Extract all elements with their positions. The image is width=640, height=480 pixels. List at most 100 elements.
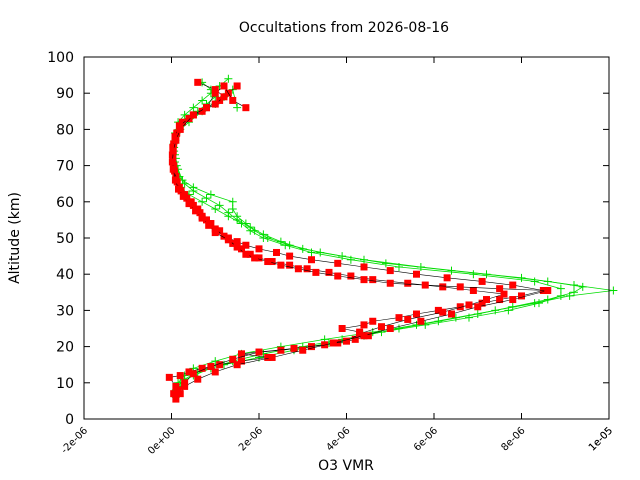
data-point-square [233, 361, 241, 369]
data-point-square [185, 115, 193, 123]
data-point-square [185, 200, 193, 208]
data-point-square [198, 107, 206, 115]
data-point-square [434, 306, 442, 314]
data-point-square [233, 243, 241, 251]
data-point-square [268, 353, 276, 361]
data-point-plus [504, 306, 513, 315]
data-point-square [496, 285, 504, 293]
data-point-square [185, 368, 193, 376]
x-tick-label: 0e+00 [146, 425, 178, 457]
data-point-plus [189, 103, 198, 112]
data-point-square [211, 86, 219, 94]
data-point-square [198, 214, 206, 222]
data-point-square [439, 283, 447, 291]
data-point-square [224, 236, 232, 244]
data-point-square [175, 122, 183, 130]
data-point-plus [189, 183, 198, 192]
data-point-square [364, 332, 372, 340]
data-point-square [194, 375, 202, 383]
data-point-square [207, 363, 215, 371]
data-point-square [325, 268, 333, 276]
x-tick-label: 1e-05 [587, 425, 615, 453]
data-point-square [329, 339, 337, 347]
data-point-square [171, 176, 179, 184]
data-point-square [168, 151, 176, 159]
data-point-square [360, 276, 368, 284]
data-point-square [211, 229, 219, 237]
y-axis-label: Altitude (km) [7, 192, 23, 284]
data-point-square [169, 147, 177, 155]
data-point-square [356, 330, 364, 338]
data-point-plus [259, 234, 268, 242]
data-point-plus [198, 197, 207, 206]
data-point-square [181, 382, 189, 390]
data-point-square [334, 259, 342, 267]
data-point-square [299, 346, 307, 354]
data-point-plus [609, 286, 618, 295]
data-point-plus [211, 357, 220, 366]
data-point-plus [211, 205, 220, 214]
data-point-square [268, 258, 276, 266]
data-point-square [518, 292, 525, 300]
data-point-square [176, 372, 184, 380]
data-point-square [205, 221, 213, 229]
data-point-square [369, 276, 377, 284]
data-point-square [478, 277, 486, 285]
data-point-square [192, 207, 200, 215]
x-tick-label: 8e-06 [499, 425, 527, 453]
data-point-square [211, 89, 219, 97]
data-point-plus [465, 313, 473, 322]
data-point-square [500, 290, 508, 298]
green-series [169, 74, 618, 402]
red-series [165, 82, 547, 403]
data-point-square [170, 390, 178, 398]
data-point-plus [469, 270, 478, 279]
data-point-square [255, 254, 263, 262]
data-point-plus [316, 248, 325, 257]
data-point-plus [578, 282, 587, 291]
data-point-square [360, 263, 368, 271]
data-point-square [168, 158, 176, 166]
data-point-plus [307, 248, 316, 257]
series-line [173, 78, 614, 398]
data-point-square [229, 355, 237, 363]
data-point-square [286, 261, 294, 269]
data-point-square [448, 310, 455, 318]
data-point-plus [246, 226, 255, 235]
data-point-square [246, 250, 254, 258]
data-point-plus [180, 110, 189, 119]
data-point-plus [434, 317, 443, 326]
plot-frame [83, 56, 610, 420]
data-point-square [417, 317, 425, 325]
data-point-plus [237, 219, 246, 228]
data-point-plus [421, 320, 430, 329]
data-point-square [395, 314, 403, 322]
data-point-square [465, 301, 473, 309]
data-point-square [273, 248, 280, 256]
data-point-square [478, 299, 486, 307]
data-point-square [189, 201, 197, 209]
data-point-square [175, 185, 182, 193]
x-tick-label: -2e-06 [59, 425, 90, 456]
data-point-square [351, 335, 359, 343]
data-point-square [509, 281, 517, 289]
data-point-square [165, 373, 173, 381]
y-axis: 0 10 20 30 40 50 60 70 80 90 100 [47, 50, 609, 428]
data-point-square [544, 286, 552, 294]
data-point-square [378, 323, 385, 331]
data-point-square [386, 267, 394, 275]
data-point-square [198, 364, 206, 372]
data-point-plus [233, 103, 242, 112]
data-point-square [189, 111, 197, 119]
data-point-plus [556, 291, 565, 300]
y-tick-label: 0 [65, 412, 74, 428]
data-point-plus [556, 284, 565, 293]
y-tick-label: 10 [56, 376, 74, 392]
data-point-plus [530, 277, 539, 286]
data-point-square [220, 232, 228, 240]
y-tick-label: 100 [47, 50, 74, 66]
data-point-plus [228, 197, 237, 206]
data-point-square [338, 325, 346, 332]
y-tick-label: 30 [56, 303, 74, 319]
data-point-plus [215, 201, 224, 210]
